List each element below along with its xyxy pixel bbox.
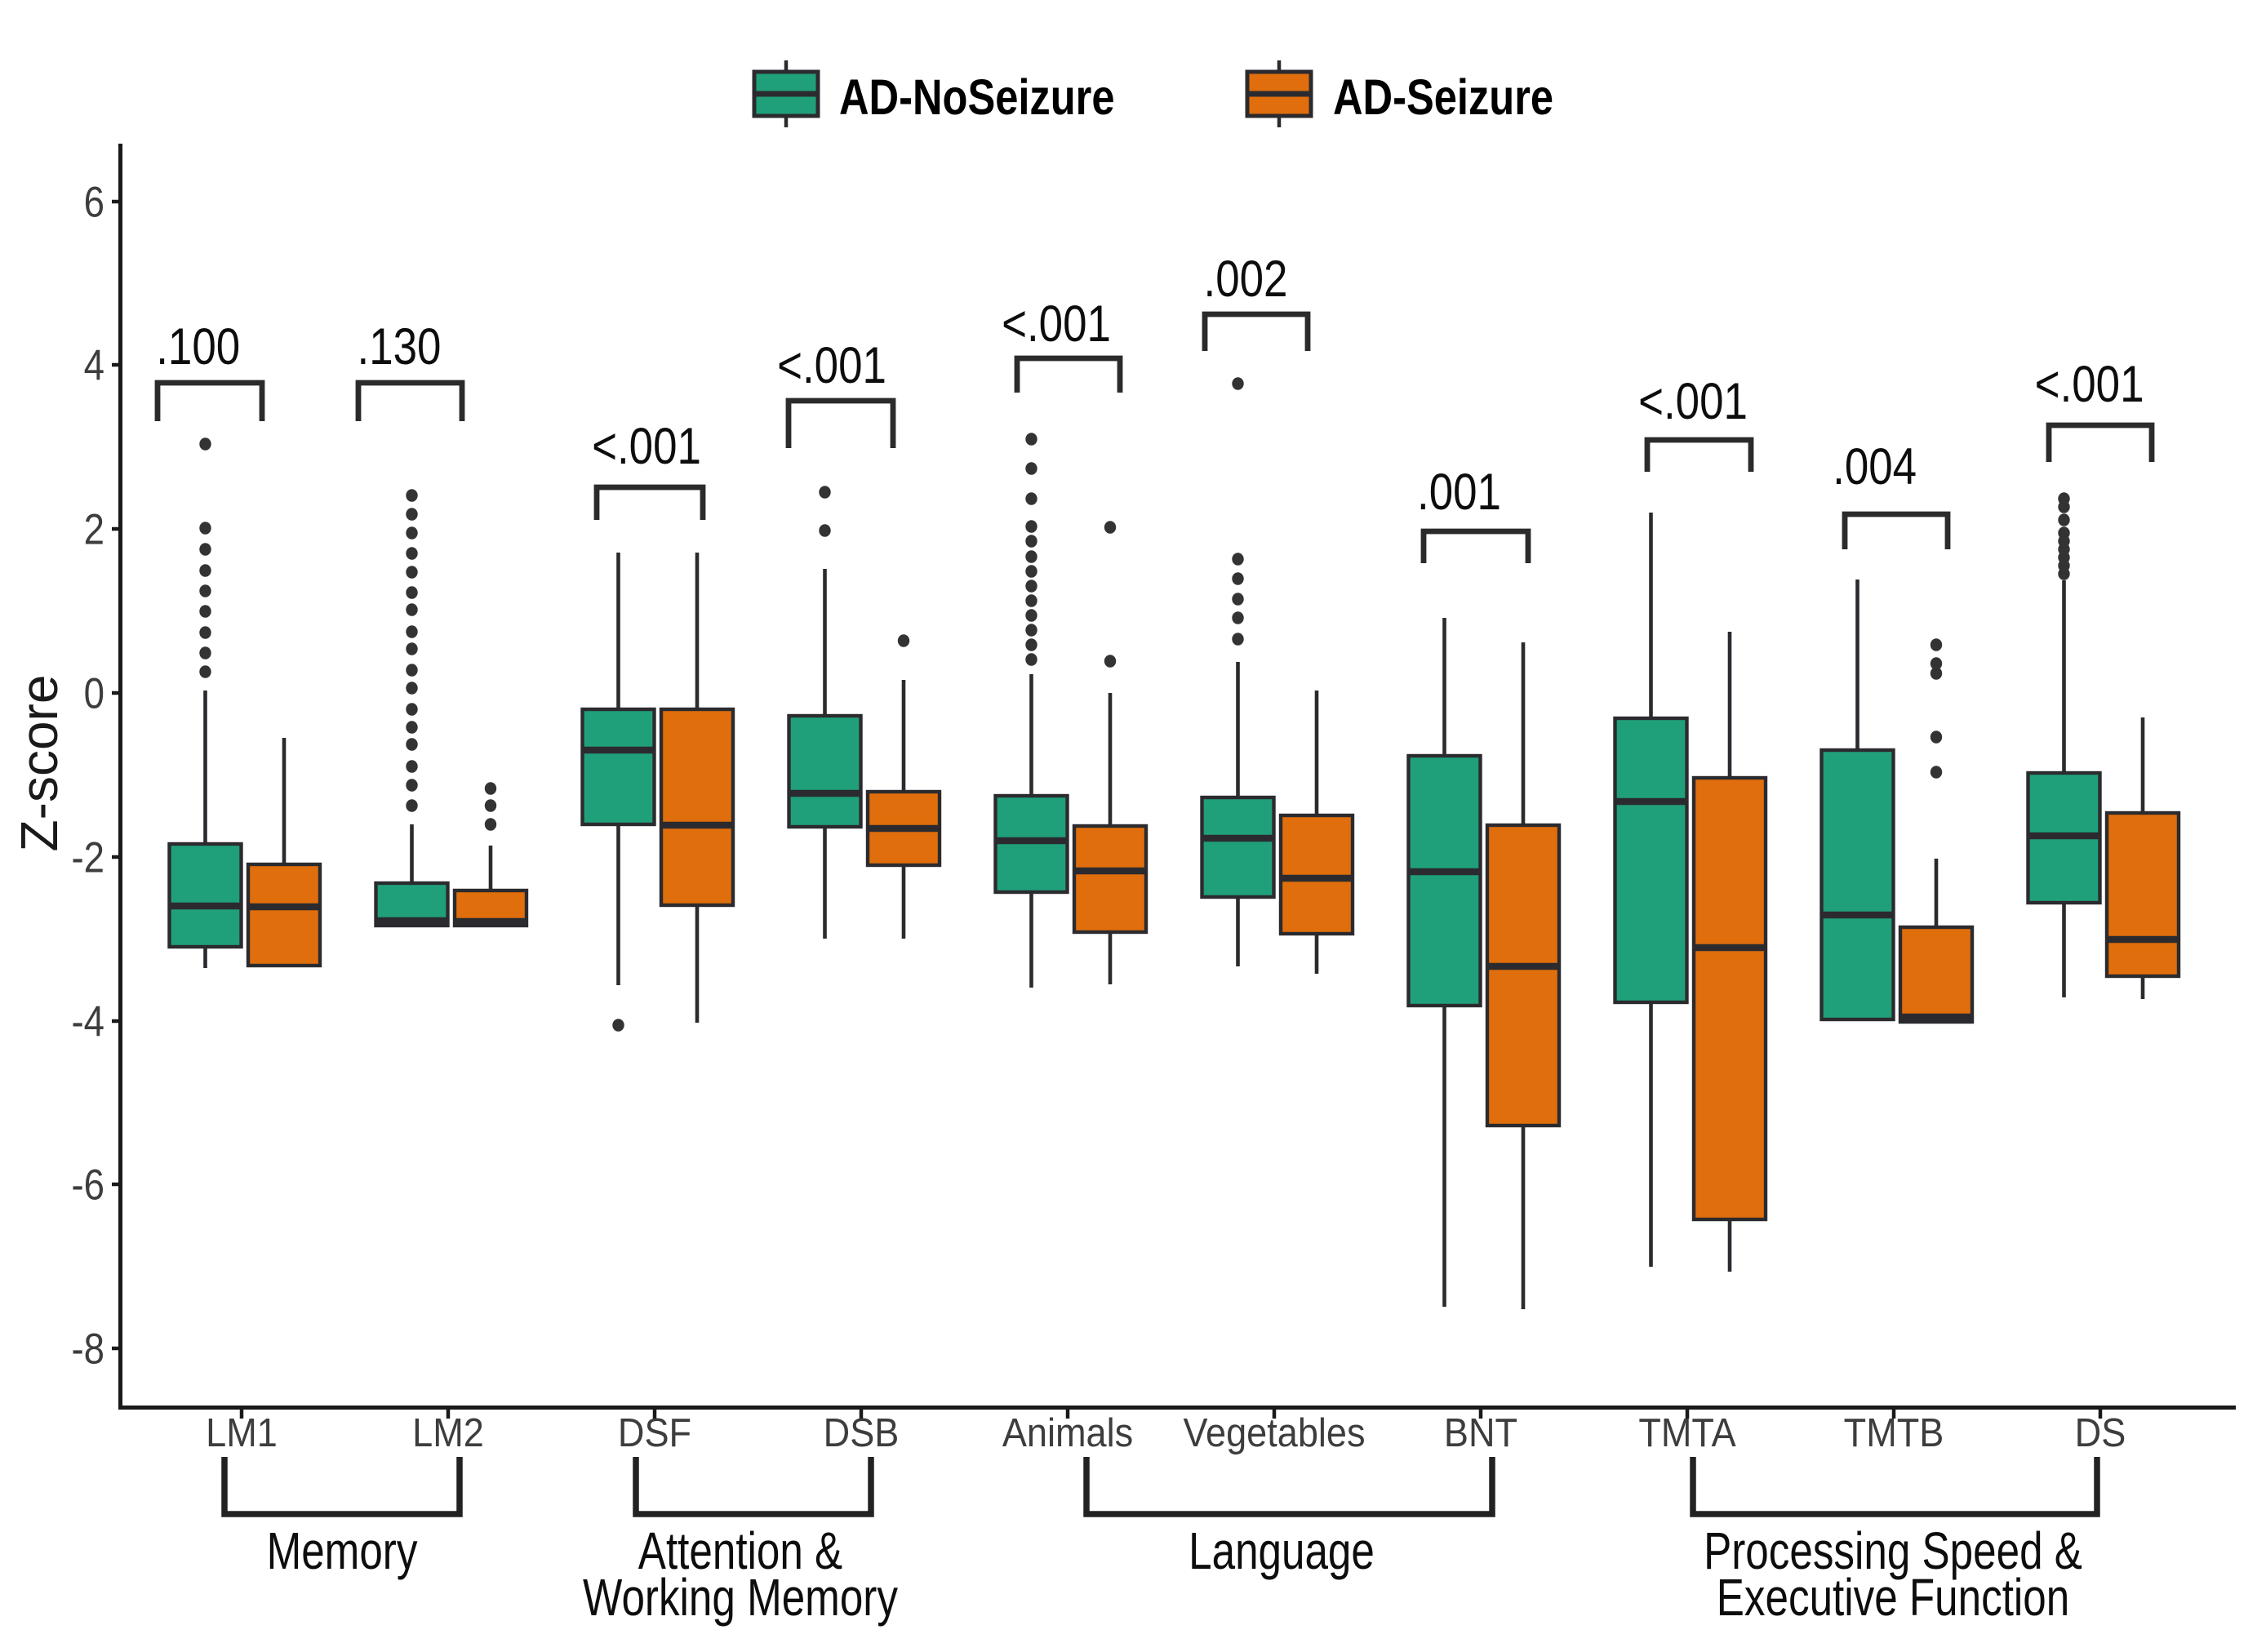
svg-text:Language: Language	[1189, 1523, 1375, 1581]
svg-text:6: 6	[84, 178, 104, 226]
svg-text:.100: .100	[156, 318, 240, 375]
svg-text:-2: -2	[71, 833, 104, 882]
svg-text:Processing Speed &: Processing Speed &	[1704, 1523, 2082, 1581]
svg-text:Memory: Memory	[267, 1523, 418, 1581]
svg-text:-8: -8	[71, 1325, 104, 1373]
svg-text:<.001: <.001	[1002, 295, 1111, 353]
svg-text:<.001: <.001	[1638, 373, 1748, 430]
svg-text:4: 4	[84, 341, 104, 389]
svg-text:2: 2	[84, 505, 104, 553]
svg-text:AD-Seizure: AD-Seizure	[1333, 69, 1553, 126]
svg-text:<.001: <.001	[2035, 356, 2144, 413]
svg-text:DS: DS	[2075, 1410, 2126, 1454]
svg-text:<.001: <.001	[592, 418, 701, 475]
svg-text:.002: .002	[1204, 251, 1288, 308]
svg-text:<.001: <.001	[777, 337, 886, 394]
svg-text:-6: -6	[71, 1161, 104, 1209]
svg-text:TMTA: TMTA	[1638, 1410, 1736, 1454]
svg-text:DSB: DSB	[824, 1410, 900, 1454]
svg-text:TMTB: TMTB	[1844, 1410, 1944, 1454]
svg-text:.001: .001	[1417, 464, 1501, 521]
svg-text:Vegetables: Vegetables	[1183, 1410, 1365, 1454]
svg-text:Z-score: Z-score	[10, 675, 69, 852]
svg-text:Working Memory: Working Memory	[583, 1570, 898, 1628]
svg-text:Animals: Animals	[1002, 1410, 1133, 1454]
svg-text:Executive Function: Executive Function	[1717, 1570, 2069, 1628]
svg-text:LM2: LM2	[412, 1410, 484, 1454]
svg-text:BNT: BNT	[1444, 1410, 1517, 1454]
svg-text:AD-NoSeizure: AD-NoSeizure	[839, 69, 1115, 126]
svg-text:LM1: LM1	[206, 1410, 278, 1454]
svg-text:DSF: DSF	[618, 1410, 691, 1454]
svg-text:.004: .004	[1833, 438, 1917, 495]
svg-text:-4: -4	[71, 997, 104, 1046]
svg-text:Attention &: Attention &	[638, 1523, 842, 1581]
svg-text:.130: .130	[358, 318, 442, 375]
svg-text:0: 0	[84, 669, 104, 717]
